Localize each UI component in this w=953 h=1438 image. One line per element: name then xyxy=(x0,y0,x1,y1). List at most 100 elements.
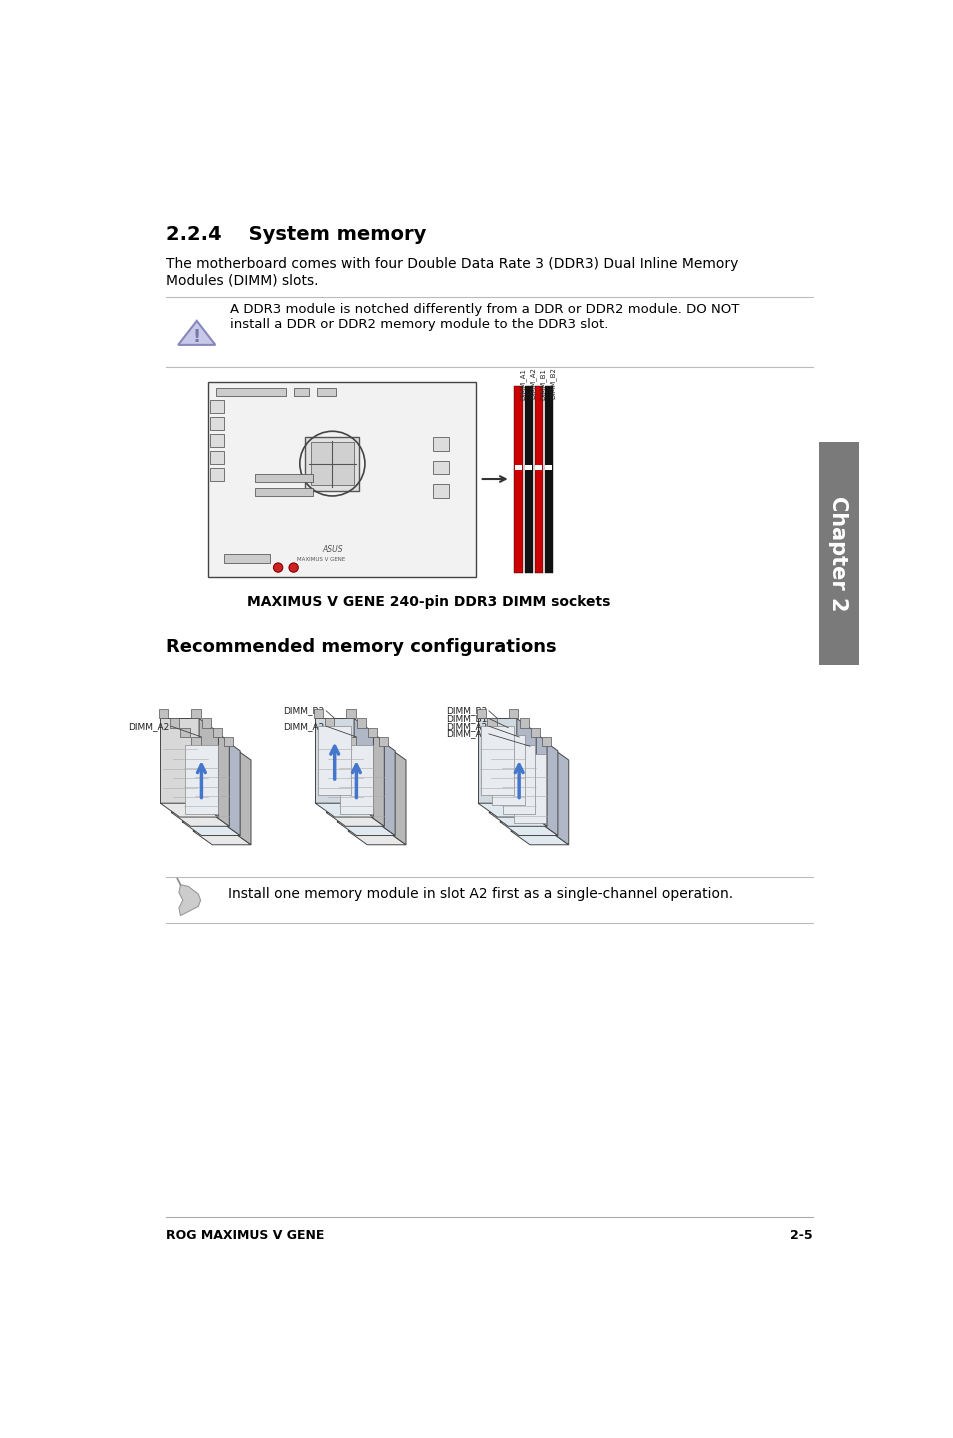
Polygon shape xyxy=(314,709,323,719)
Polygon shape xyxy=(348,831,406,844)
Text: Chapter 2: Chapter 2 xyxy=(827,496,847,611)
Polygon shape xyxy=(488,728,527,812)
Text: DIMM_B1: DIMM_B1 xyxy=(539,368,546,400)
Polygon shape xyxy=(336,736,375,821)
Polygon shape xyxy=(513,754,546,823)
Polygon shape xyxy=(182,821,240,835)
Bar xyxy=(216,388,286,395)
Polygon shape xyxy=(368,728,377,736)
Bar xyxy=(515,466,521,470)
Text: DIMM_B1: DIMM_B1 xyxy=(446,715,487,723)
Polygon shape xyxy=(171,728,210,812)
Polygon shape xyxy=(477,719,517,804)
Bar xyxy=(524,385,533,572)
Polygon shape xyxy=(549,746,568,844)
Polygon shape xyxy=(185,745,217,814)
Polygon shape xyxy=(530,728,539,736)
Polygon shape xyxy=(160,804,218,817)
Polygon shape xyxy=(497,728,507,736)
Text: Recommended memory configurations: Recommended memory configurations xyxy=(166,638,556,656)
Polygon shape xyxy=(477,804,536,817)
Polygon shape xyxy=(224,736,233,746)
Bar xyxy=(254,475,313,482)
Polygon shape xyxy=(202,719,212,728)
Bar xyxy=(210,417,224,430)
Polygon shape xyxy=(375,736,395,835)
Bar xyxy=(545,466,552,470)
Polygon shape xyxy=(356,719,366,728)
Polygon shape xyxy=(160,719,199,804)
Bar xyxy=(210,400,224,413)
Polygon shape xyxy=(502,745,535,814)
Bar xyxy=(525,466,532,470)
Bar xyxy=(433,460,448,475)
Text: DIMM_A2: DIMM_A2 xyxy=(283,722,324,731)
Polygon shape xyxy=(509,709,517,719)
Text: DIMM_B2: DIMM_B2 xyxy=(446,706,487,715)
Polygon shape xyxy=(193,746,232,831)
Polygon shape xyxy=(192,709,200,719)
Text: DIMM_B2: DIMM_B2 xyxy=(549,368,556,400)
Polygon shape xyxy=(192,736,200,746)
Polygon shape xyxy=(476,709,485,719)
Circle shape xyxy=(274,562,282,572)
Polygon shape xyxy=(315,804,373,817)
Bar xyxy=(535,466,542,470)
Polygon shape xyxy=(346,709,355,719)
Text: 2-5: 2-5 xyxy=(789,1229,812,1242)
Polygon shape xyxy=(499,736,537,821)
Text: DIMM_A1: DIMM_A1 xyxy=(446,729,487,738)
Polygon shape xyxy=(386,746,406,844)
Polygon shape xyxy=(346,736,355,746)
Text: ASUS: ASUS xyxy=(322,545,342,555)
Text: 2.2.4    System memory: 2.2.4 System memory xyxy=(166,224,426,244)
Polygon shape xyxy=(210,728,229,827)
Text: Install one memory module in slot A2 first as a single-channel operation.: Install one memory module in slot A2 fir… xyxy=(228,887,732,902)
Circle shape xyxy=(289,562,298,572)
Bar xyxy=(433,483,448,498)
Polygon shape xyxy=(315,719,354,804)
Polygon shape xyxy=(354,719,373,817)
Polygon shape xyxy=(348,746,386,831)
Polygon shape xyxy=(213,728,222,736)
Polygon shape xyxy=(480,726,513,795)
Polygon shape xyxy=(171,812,229,827)
Bar xyxy=(224,554,270,562)
Polygon shape xyxy=(510,746,549,831)
Text: ROG MAXIMUS V GENE: ROG MAXIMUS V GENE xyxy=(166,1229,324,1242)
Bar xyxy=(210,469,224,480)
Polygon shape xyxy=(336,821,395,835)
Polygon shape xyxy=(220,736,240,835)
Text: !: ! xyxy=(193,328,200,345)
Bar xyxy=(534,385,542,572)
Bar xyxy=(514,385,522,572)
Bar xyxy=(210,452,224,463)
Polygon shape xyxy=(541,736,550,746)
Text: DIMM_A2: DIMM_A2 xyxy=(529,368,536,400)
Polygon shape xyxy=(326,728,365,812)
Polygon shape xyxy=(199,719,218,817)
Polygon shape xyxy=(324,719,334,728)
Text: DIMM_A2: DIMM_A2 xyxy=(129,722,170,731)
Polygon shape xyxy=(509,736,517,746)
Polygon shape xyxy=(492,735,524,805)
Polygon shape xyxy=(170,719,179,728)
Polygon shape xyxy=(182,736,220,821)
Bar xyxy=(305,437,359,490)
Polygon shape xyxy=(193,831,251,844)
Polygon shape xyxy=(487,719,497,728)
Text: A DDR3 module is notched differently from a DDR or DDR2 module. DO NOT
install a: A DDR3 module is notched differently fro… xyxy=(230,303,739,332)
Text: MAXIMUS V GENE: MAXIMUS V GENE xyxy=(296,558,345,562)
Polygon shape xyxy=(519,719,529,728)
Text: DIMM_B2: DIMM_B2 xyxy=(283,706,324,715)
Polygon shape xyxy=(340,745,373,814)
Text: MAXIMUS V GENE 240-pin DDR3 DIMM sockets: MAXIMUS V GENE 240-pin DDR3 DIMM sockets xyxy=(247,594,610,608)
Polygon shape xyxy=(365,728,384,827)
Polygon shape xyxy=(179,884,200,916)
Bar xyxy=(294,388,309,395)
Polygon shape xyxy=(178,321,215,345)
Bar xyxy=(316,388,335,395)
Polygon shape xyxy=(488,812,546,827)
Text: DIMM_A2: DIMM_A2 xyxy=(446,722,487,731)
Text: The motherboard comes with four Double Data Rate 3 (DDR3) Dual Inline Memory
Mod: The motherboard comes with four Double D… xyxy=(166,257,738,288)
